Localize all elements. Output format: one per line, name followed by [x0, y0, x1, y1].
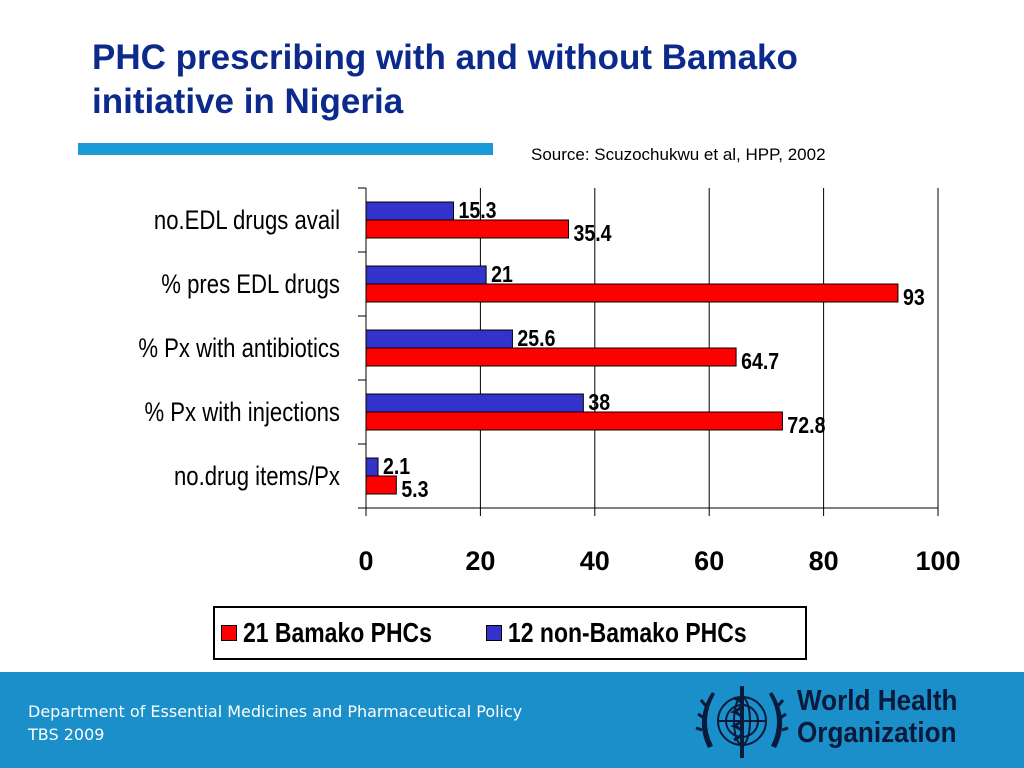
legend-label-non-bamako: 12 non-Bamako PHCs	[507, 617, 747, 648]
value-label-bamako: 35.4	[573, 221, 611, 247]
bar-bamako	[365, 219, 569, 239]
source-note: Source: Scuzochukwu et al, HPP, 2002	[531, 145, 826, 164]
bar-non-bamako	[365, 265, 487, 285]
category-label: no.EDL drugs avail	[154, 206, 340, 236]
value-label-bamako: 64.7	[741, 349, 779, 375]
bar-non-bamako	[365, 329, 513, 349]
who-name-line1: World Health	[797, 685, 958, 717]
value-label-bamako: 5.3	[401, 477, 428, 503]
footer-department: Department of Essential Medicines and Ph…	[28, 702, 523, 721]
category-label: % pres EDL drugs	[161, 270, 340, 300]
slide-title: PHC prescribing with and without Bamako …	[92, 38, 798, 121]
bar-bamako	[365, 411, 783, 431]
bar-non-bamako	[365, 201, 455, 221]
bar-non-bamako	[365, 393, 584, 413]
value-label-bamako: 93	[903, 285, 925, 311]
x-tick-label: 40	[580, 546, 610, 576]
value-label-bamako: 72.8	[787, 413, 825, 439]
bar-chart: 0 20 40 60 80 100 no.EDL drugs avail 15.3 35.4 % …	[138, 187, 961, 576]
who-name-line2: Organization	[797, 717, 957, 749]
legend-label-bamako: 21 Bamako PHCs	[243, 617, 433, 648]
bar-bamako	[365, 347, 737, 367]
chart-legend: 21 Bamako PHCs 12 non-Bamako PHCs	[213, 606, 807, 660]
footer-event: TBS 2009	[28, 725, 105, 744]
title-rule	[78, 143, 493, 155]
x-tick-label: 80	[809, 546, 839, 576]
footer-bar: Department of Essential Medicines and Ph…	[0, 672, 1024, 768]
x-tick-label: 20	[465, 546, 495, 576]
x-tick-label: 0	[358, 546, 373, 576]
who-emblem-icon	[695, 686, 789, 758]
legend-swatch-bamako	[221, 625, 238, 641]
bar-bamako	[365, 283, 899, 303]
x-tick-label: 100	[915, 546, 960, 576]
value-label-non-bamako: 21	[491, 262, 513, 288]
value-label-non-bamako: 15.3	[459, 198, 497, 224]
legend-item-non-bamako: 12 non-Bamako PHCs	[485, 617, 799, 649]
value-label-non-bamako: 2.1	[383, 454, 410, 480]
category-label: no.drug items/Px	[174, 462, 341, 492]
category-label: % Px with antibiotics	[138, 334, 340, 364]
legend-item-bamako: 21 Bamako PHCs	[221, 617, 473, 649]
x-tick-label: 60	[694, 546, 724, 576]
value-label-non-bamako: 38	[588, 390, 610, 416]
bar-non-bamako	[365, 457, 379, 477]
value-label-non-bamako: 25.6	[517, 326, 555, 352]
category-label: % Px with injections	[144, 398, 340, 428]
legend-swatch-non-bamako	[485, 625, 502, 641]
bar-bamako	[365, 475, 397, 495]
